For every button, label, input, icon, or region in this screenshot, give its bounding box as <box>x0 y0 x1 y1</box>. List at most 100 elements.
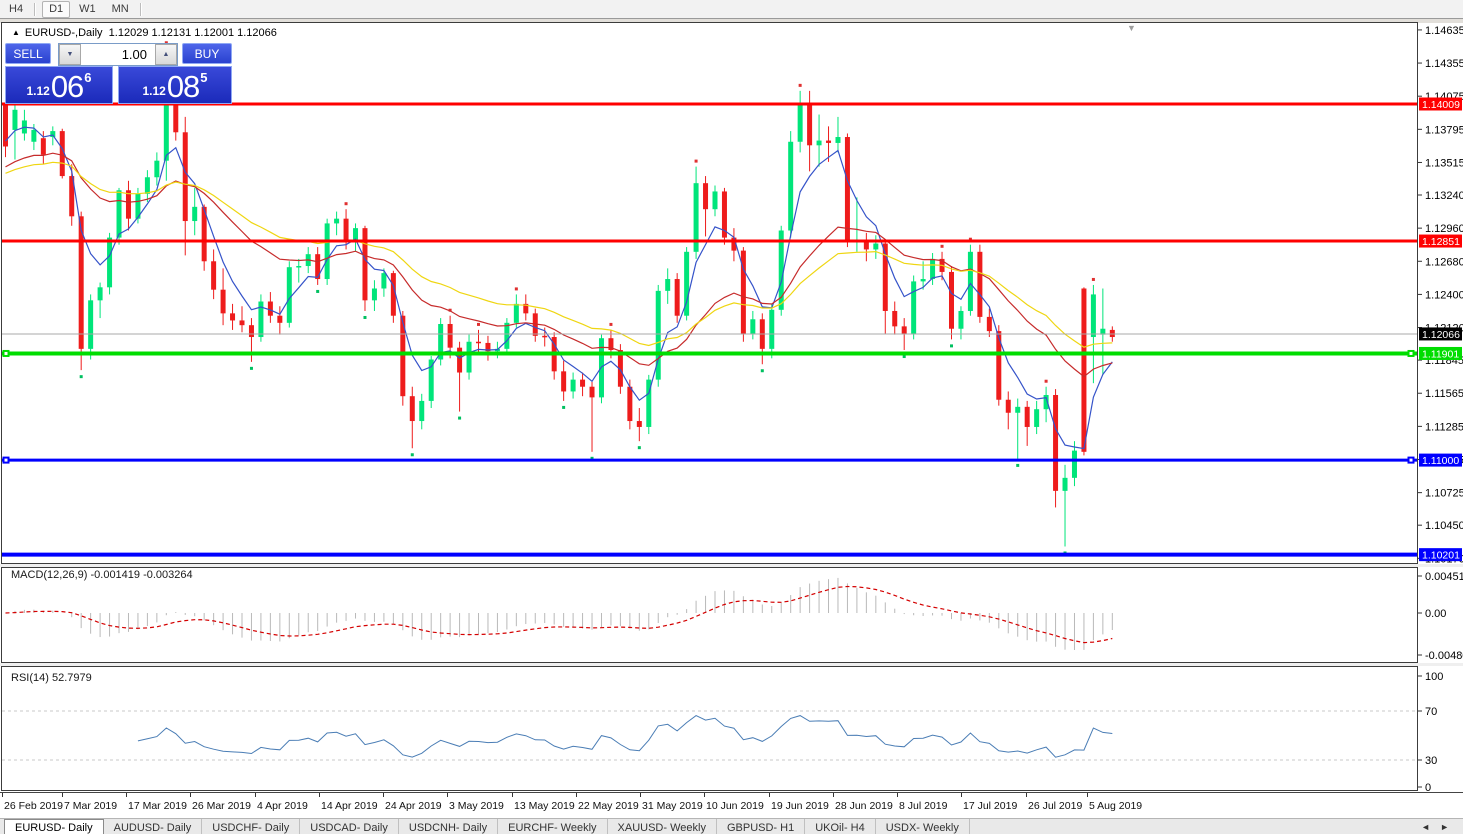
candlestick-series <box>3 41 1115 555</box>
date-tick <box>833 793 834 797</box>
buy-button[interactable]: BUY <box>182 43 232 64</box>
date-label: 8 Jul 2019 <box>899 800 948 812</box>
toolbar-separator <box>34 2 37 16</box>
date-tick <box>640 793 641 797</box>
date-tick <box>383 793 384 797</box>
slow-ma <box>5 161 1113 348</box>
date-tick <box>1026 793 1027 797</box>
tab-scroll-right-icon[interactable]: ► <box>1440 822 1449 832</box>
svg-text:1.13240: 1.13240 <box>1425 190 1463 202</box>
date-tick <box>255 793 256 797</box>
date-tick <box>897 793 898 797</box>
one-click-trading-panel: SELL ▼ 1.00 ▲ BUY 1.12 06 6 1.12 08 5 <box>5 43 232 104</box>
date-axis: 26 Feb 2019 7 Mar 2019 17 Mar 2019 26 Mar 2… <box>0 792 1463 818</box>
symbol-tabbar: EURUSD- Daily AUDUSD- Daily USDCHF- Daily U… <box>0 818 1463 834</box>
date-tick <box>319 793 320 797</box>
svg-text:0.004517: 0.004517 <box>1425 571 1463 583</box>
svg-text:1.14355: 1.14355 <box>1425 58 1463 70</box>
date-tick <box>447 793 448 797</box>
date-label: 13 May 2019 <box>514 800 575 812</box>
chart-plot: 1.146351.143551.140751.137951.135151.132… <box>0 22 1463 792</box>
medium-ma <box>5 152 1113 378</box>
date-label: 5 Aug 2019 <box>1089 800 1143 812</box>
price-axis: 1.146351.143551.140751.137951.135151.132… <box>1418 25 1463 792</box>
date-tick <box>126 793 127 797</box>
volume-decrease-button[interactable]: ▼ <box>59 44 81 65</box>
horizontal-line-objects[interactable] <box>2 102 1417 557</box>
date-tick <box>512 793 513 797</box>
date-tick <box>961 793 962 797</box>
ohlc-values: 1.12029 1.12131 1.12001 1.12066 <box>108 27 277 39</box>
svg-text:100: 100 <box>1425 671 1443 683</box>
sell-price-panel[interactable]: 1.12 06 6 <box>5 66 113 104</box>
svg-text:1.11285: 1.11285 <box>1425 421 1463 433</box>
svg-text:-0.004806: -0.004806 <box>1425 650 1463 662</box>
buy-price-panel[interactable]: 1.12 08 5 <box>118 66 232 104</box>
chart-tab-audusd[interactable]: AUDUSD- Daily <box>104 819 203 834</box>
date-tick <box>576 793 577 797</box>
rsi-label: RSI(14) 52.7979 <box>11 672 92 684</box>
date-tick <box>62 793 63 797</box>
date-label: 24 Apr 2019 <box>385 800 442 812</box>
svg-text:1.12066: 1.12066 <box>1422 329 1460 341</box>
symbol-name: EURUSD-,Daily <box>24 27 103 39</box>
timeframe-button-d1[interactable]: D1 <box>42 0 71 18</box>
buy-price-pip: 5 <box>200 70 208 85</box>
volume-control: ▼ 1.00 ▲ <box>58 43 178 66</box>
chart-tab-usdx[interactable]: USDX- Weekly <box>876 819 970 834</box>
chart-tab-usdcad[interactable]: USDCAD- Daily <box>300 819 399 834</box>
price-marker-1.14009: 1.14009 <box>1419 97 1462 111</box>
svg-text:1.11901: 1.11901 <box>1422 348 1459 360</box>
date-tick <box>190 793 191 797</box>
tab-scroll-left-icon[interactable]: ◄ <box>1421 822 1431 832</box>
timeframe-button-w1[interactable]: W1 <box>79 2 96 15</box>
svg-text:1.13515: 1.13515 <box>1425 157 1463 169</box>
sell-price-pip: 6 <box>84 70 92 85</box>
chart-title: ▲ EURUSD-,Daily 1.12029 1.12131 1.12001 1… <box>12 27 277 39</box>
svg-text:1.11000: 1.11000 <box>1422 455 1459 467</box>
chart-tab-eurchf[interactable]: EURCHF- Weekly <box>498 819 608 834</box>
chart-tab-xauusd[interactable]: XAUUSD- Weekly <box>608 819 717 834</box>
svg-text:1.14009: 1.14009 <box>1422 99 1460 111</box>
buy-price-prefix: 1.12 <box>142 84 166 98</box>
date-label: 28 Jun 2019 <box>835 800 893 812</box>
date-label: 17 Mar 2019 <box>128 800 187 812</box>
svg-text:1.10450: 1.10450 <box>1425 520 1463 532</box>
price-marker-1.10201: 1.10201 <box>1419 548 1462 562</box>
date-label: 14 Apr 2019 <box>321 800 378 812</box>
svg-text:1.11565: 1.11565 <box>1425 388 1463 400</box>
chart-tab-usdchf[interactable]: USDCHF- Daily <box>202 819 301 834</box>
collapse-arrow-icon[interactable]: ▲ <box>12 28 20 37</box>
volume-increase-button[interactable]: ▲ <box>155 44 177 65</box>
chart-tab-gbpusd[interactable]: GBPUSD- H1 <box>717 819 806 834</box>
chart-tab-usdcnh[interactable]: USDCNH- Daily <box>399 819 499 834</box>
volume-input[interactable]: 1.00 <box>121 47 147 62</box>
date-label: 4 Apr 2019 <box>257 800 308 812</box>
date-tick <box>2 793 3 797</box>
timeframe-button-h4[interactable]: H4 <box>9 2 24 15</box>
date-tick <box>704 793 705 797</box>
timeframe-button-mn[interactable]: MN <box>111 2 129 15</box>
date-label: 26 Jul 2019 <box>1028 800 1083 812</box>
chart-tab-eurusd[interactable]: EURUSD- Daily <box>4 819 104 834</box>
window-band <box>0 19 1463 23</box>
svg-text:0: 0 <box>1425 782 1431 792</box>
svg-text:1.12960: 1.12960 <box>1425 223 1463 235</box>
chart-tab-ukoil[interactable]: UKOil- H4 <box>805 819 876 834</box>
date-label: 31 May 2019 <box>642 800 703 812</box>
buy-price-big: 08 <box>166 69 200 104</box>
svg-text:1.10725: 1.10725 <box>1425 488 1463 500</box>
svg-text:0.00: 0.00 <box>1425 608 1446 620</box>
price-marker-1.12851: 1.12851 <box>1419 234 1462 248</box>
date-tick <box>1087 793 1088 797</box>
date-label: 10 Jun 2019 <box>706 800 764 812</box>
sell-button[interactable]: SELL <box>5 43 51 64</box>
svg-text:1.12680: 1.12680 <box>1425 256 1463 268</box>
price-marker-1.11901: 1.11901 <box>1419 346 1462 360</box>
toolbar-separator <box>139 2 142 16</box>
date-label: 19 Jun 2019 <box>771 800 829 812</box>
date-tick <box>769 793 770 797</box>
chart-shift-marker-icon[interactable]: ▼ <box>1127 23 1136 33</box>
svg-text:1.12851: 1.12851 <box>1422 236 1460 248</box>
